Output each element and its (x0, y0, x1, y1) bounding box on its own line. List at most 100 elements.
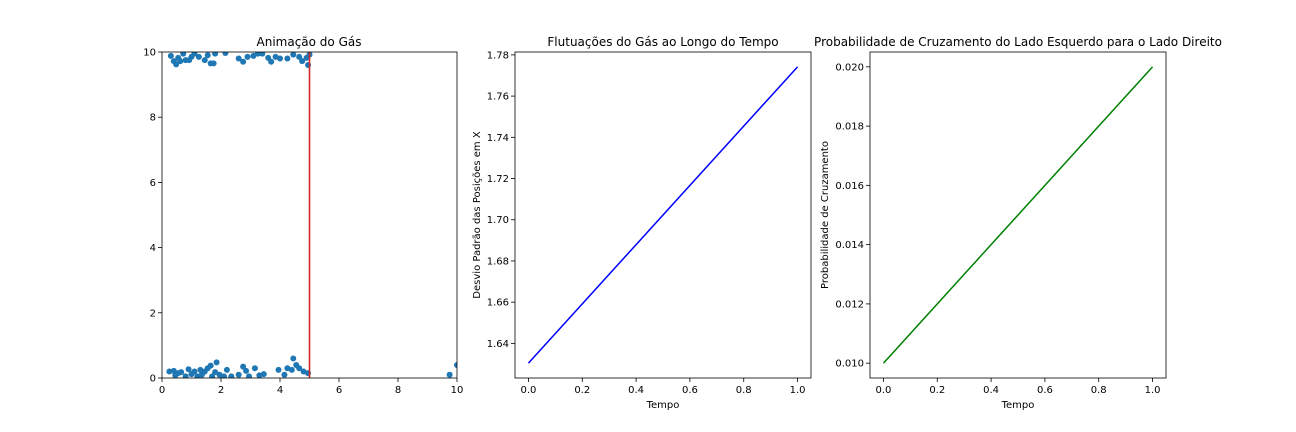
gas-particle-point (243, 367, 250, 374)
gas-particle-point (260, 371, 267, 378)
panel-1-ytick-label: 6 (150, 178, 156, 189)
panel-2-xtick-label: 0.8 (736, 385, 752, 396)
panel-3-plot-area: 0.0 0.2 0.4 0.6 0.8 1.0 0.010 0.012 0.014 0.016 0.… (835, 51, 1167, 396)
gas-particle-point (235, 55, 242, 62)
panel-3-ytick-label: 0.016 (835, 181, 864, 192)
gas-particle-point (210, 60, 217, 67)
gas-particle-point (268, 58, 275, 65)
panel-2-xtick-label: 0.6 (682, 385, 698, 396)
panel-2-frame (514, 51, 812, 379)
panel-3-ylabel: Probabilidade de Cruzamento (820, 141, 831, 289)
panel-1-ytick-label: 10 (143, 48, 156, 59)
panel-1-ytick-label: 8 (150, 113, 156, 124)
gas-particle-point (288, 366, 295, 373)
panel-3-series-line (882, 66, 1154, 364)
gas-particle-point (195, 53, 202, 60)
panel-3-xtick-label: 0.0 (876, 385, 892, 396)
gas-particle-point (173, 61, 180, 68)
gas-particle-point (250, 52, 257, 59)
panel-2-ytick-label: 1.66 (487, 298, 509, 309)
gas-particle-point (251, 365, 258, 372)
panel-1-ytick-label: 4 (150, 243, 156, 254)
panel-1-points-group (166, 52, 457, 378)
gas-particle-point (454, 361, 457, 368)
gas-particle-point (296, 365, 303, 372)
gas-particle-point (182, 373, 189, 378)
panel-1-title: Animação do Gás (257, 35, 362, 49)
panel-3-title: Probabilidade de Cruzamento do Lado Esqu… (814, 35, 1222, 49)
panel-crossing-probability: Probabilidade de Cruzamento do Lado Esqu… (814, 35, 1222, 411)
gas-particle-point (275, 366, 282, 373)
gas-particle-point (191, 368, 198, 375)
gas-particle-point (170, 367, 177, 374)
panel-2-xtick-label: 1.0 (790, 385, 806, 396)
panel-2-ytick-label: 1.72 (487, 174, 509, 185)
gas-particle-point (212, 52, 219, 57)
panel-2-ytick-label: 1.70 (487, 215, 509, 226)
panel-3-ytick-label: 0.014 (835, 240, 864, 251)
gas-particle-point (204, 52, 211, 59)
panel-2-xlabel: Tempo (646, 400, 680, 411)
panel-2-ytick-label: 1.74 (487, 133, 509, 144)
panel-3-ytick-label: 0.010 (835, 359, 864, 370)
gas-particle-point (296, 53, 303, 60)
gas-particle-point (180, 52, 187, 57)
panel-1-frame (161, 51, 458, 379)
panel-std-fluctuations: Flutuações do Gás ao Longo do Tempo Temp… (472, 35, 812, 411)
panel-3-xtick-label: 1.0 (1145, 385, 1161, 396)
panel-1-xtick-label: 6 (336, 385, 342, 396)
gas-particle-point (191, 52, 198, 57)
gas-particle-point (185, 366, 192, 373)
gas-particle-point (201, 57, 208, 64)
gas-particle-point (166, 368, 173, 375)
gas-particle-point (246, 373, 253, 378)
panel-2-plot-area: 0.0 0.2 0.4 0.6 0.8 1.0 1.64 1.66 1.68 1.70 1.72 1.… (487, 50, 812, 396)
panel-3-ytick-label: 0.012 (835, 299, 864, 310)
gas-particle-point (167, 52, 174, 59)
gas-particle-point (290, 52, 297, 58)
gas-particle-point (222, 52, 229, 56)
gas-particle-point (277, 55, 283, 62)
panel-3-frame (869, 51, 1167, 379)
panel-1-ytick-label: 2 (150, 308, 156, 319)
gas-particle-point (299, 58, 306, 65)
gas-particle-point (446, 371, 453, 378)
gas-particle-point (244, 53, 251, 60)
gas-particle-point (220, 373, 227, 378)
panel-2-ylabel: Desvio Padrão das Posições em X (472, 131, 483, 299)
panel-1-xtick-label: 10 (451, 385, 464, 396)
gas-particle-point (290, 355, 297, 362)
panel-3-xtick-label: 0.8 (1091, 385, 1107, 396)
panel-gas-animation: Animação do Gás 0 2 4 6 8 10 0 2 4 6 8 10 (143, 35, 463, 396)
panel-3-ytick-label: 0.018 (835, 122, 864, 133)
gas-particle-point (259, 52, 266, 57)
panel-1-plot-area: 0 2 4 6 8 10 0 2 4 6 8 10 (143, 48, 463, 397)
panel-2-series-line (527, 66, 799, 364)
panel-2-ytick-label: 1.64 (487, 339, 509, 350)
gas-particle-point (228, 373, 235, 378)
panel-2-ytick-label: 1.78 (487, 50, 509, 61)
gas-particle-point (235, 371, 242, 378)
panel-3-xtick-label: 0.4 (983, 385, 999, 396)
gas-particle-point (178, 369, 185, 376)
panel-1-ytick-label: 0 (150, 374, 156, 385)
panel-3-ytick-label: 0.020 (835, 62, 864, 73)
panel-1-xtick-label: 8 (395, 385, 401, 396)
gas-particle-point (223, 366, 230, 373)
gas-particle-point (213, 359, 220, 366)
gas-particle-point (281, 371, 288, 378)
panel-1-xtick-label: 0 (159, 385, 165, 396)
panel-2-ytick-label: 1.76 (487, 92, 509, 103)
panel-2-title: Flutuações do Gás ao Longo do Tempo (547, 35, 778, 49)
panel-1-xtick-label: 2 (218, 385, 224, 396)
gas-particle-point (240, 58, 247, 65)
panel-2-xtick-label: 0.0 (521, 385, 537, 396)
panel-3-xlabel: Tempo (1001, 400, 1035, 411)
panel-2-ytick-label: 1.68 (487, 256, 509, 267)
panel-2-xtick-label: 0.2 (574, 385, 590, 396)
gas-particle-point (240, 363, 247, 370)
gas-particle-point (212, 369, 219, 376)
panel-1-xtick-label: 4 (277, 385, 283, 396)
